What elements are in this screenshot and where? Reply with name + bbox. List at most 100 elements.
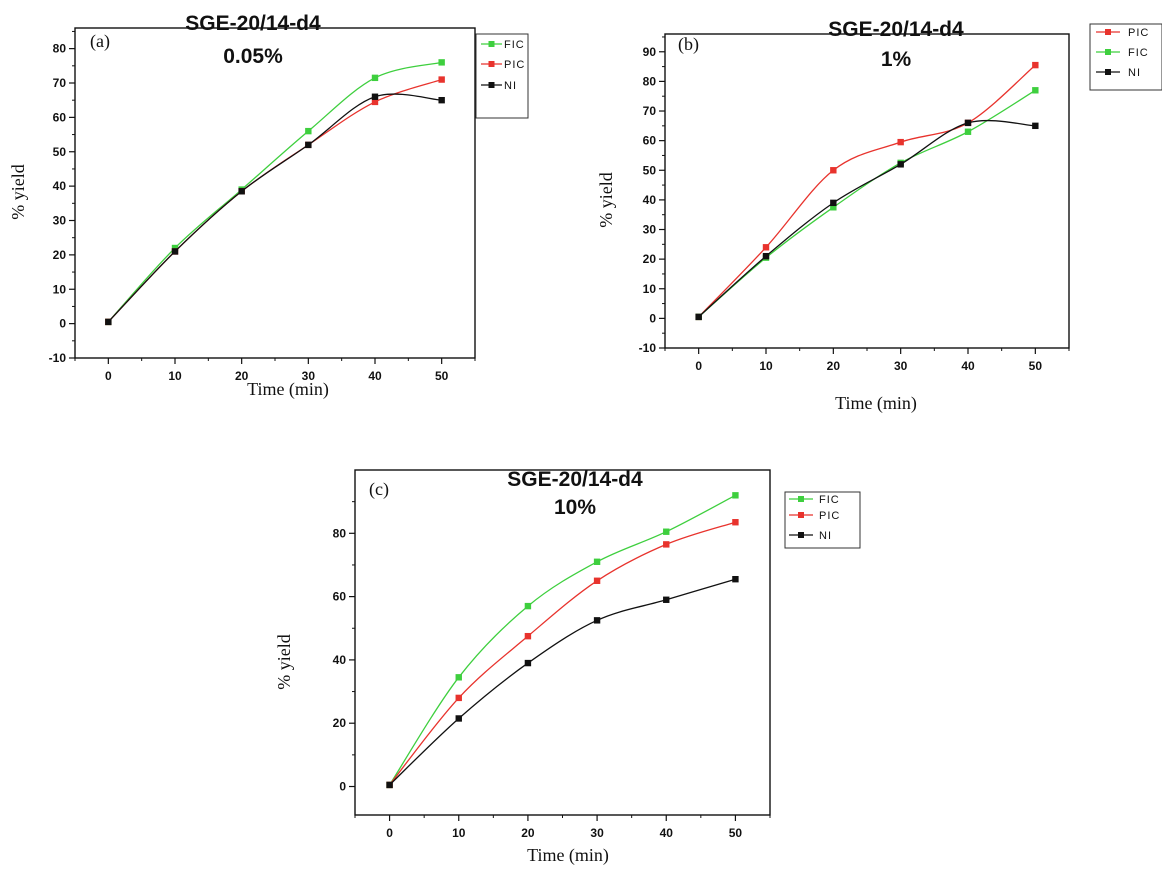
series-line-fic (107, 61, 442, 323)
data-point-ni (897, 161, 904, 168)
y-tick-label: 40 (643, 193, 657, 207)
x-tick-label: 50 (435, 369, 449, 383)
data-point-pic (438, 76, 445, 83)
y-tick-label: 30 (53, 214, 67, 228)
legend-swatch-marker (1105, 49, 1111, 55)
legend: FIC PIC NI (784, 491, 861, 549)
legend-swatch-marker (1105, 69, 1111, 75)
x-tick-label: 50 (729, 826, 743, 840)
series-line-pic (698, 64, 1036, 318)
data-point-fic (305, 127, 312, 135)
y-tick-label: 20 (333, 716, 347, 730)
legend-swatch-marker (798, 532, 804, 538)
data-point-ni (663, 596, 670, 603)
y-tick-label: 50 (53, 145, 67, 159)
y-tick-label: 20 (643, 252, 657, 266)
chart-panel-a: 0 10 20 30 40 50 -10 0 10 20 30 40 50 60 70 80 SGE-20/14… (8, 12, 529, 400)
legend-swatch-marker (798, 496, 804, 502)
data-point-ni (1032, 122, 1039, 130)
y-tick-label: 0 (339, 780, 346, 794)
data-point-pic (455, 694, 462, 702)
data-point-ni (386, 781, 393, 789)
data-point-fic (524, 602, 532, 610)
chart-subtitle: 10% (554, 496, 596, 519)
x-tick-label: 40 (961, 359, 975, 373)
y-tick-label: 70 (53, 76, 67, 90)
legend-swatch-marker (798, 512, 804, 518)
plot-frame (74, 27, 476, 359)
data-point-fic (593, 558, 601, 565)
y-tick-label: 80 (643, 74, 657, 88)
data-point-ni (171, 248, 179, 255)
data-point-fic (455, 674, 462, 681)
series-line-pic (389, 521, 736, 786)
legend: PIC FIC NI (1089, 23, 1162, 91)
legend-label: PIC (504, 59, 525, 71)
legend-label: PIC (819, 510, 840, 522)
legend-box (784, 491, 861, 549)
panel-label: (c) (369, 479, 389, 500)
x-tick-label: 10 (168, 369, 182, 383)
data-point-ni (438, 96, 445, 104)
y-tick-label: 60 (53, 110, 67, 124)
y-tick-label: -10 (49, 351, 67, 365)
data-point-ni (105, 318, 112, 326)
x-tick-label: 30 (302, 369, 316, 383)
x-tick-label: 40 (660, 826, 674, 840)
data-point-ni (964, 119, 972, 127)
data-point-pic (830, 167, 837, 174)
chart-title: SGE-20/14-d4 (507, 468, 643, 491)
x-tick-label: 0 (695, 359, 702, 373)
legend-box (1089, 23, 1162, 91)
chart-title: SGE-20/14-d4 (828, 18, 964, 41)
series-line-ni (389, 578, 736, 786)
y-tick-label: 0 (649, 311, 656, 325)
y-axis-label: % yield (596, 172, 616, 228)
data-point-fic (171, 244, 179, 252)
y-axis-label: % yield (8, 164, 28, 220)
chart-title: SGE-20/14-d4 (185, 12, 321, 35)
legend-swatch-marker (1105, 29, 1111, 35)
series-line-ni (698, 119, 1036, 318)
chart-subtitle: 0.05% (223, 45, 283, 68)
y-tick-label: 70 (643, 104, 657, 118)
plot-frame (354, 469, 771, 816)
x-axis-label: Time (min) (527, 845, 609, 866)
legend-label: NI (1128, 67, 1141, 79)
data-point-ni (593, 617, 601, 624)
chart-panel-b: 0 10 20 30 40 50 -10 0 10 20 30 40 50 60 70 80 90 SGE-20/… (596, 18, 1162, 414)
y-tick-label: 80 (53, 42, 67, 56)
data-point-fic (732, 492, 739, 499)
data-point-pic (732, 519, 739, 526)
y-tick-label: 40 (53, 179, 67, 193)
data-point-ni (695, 313, 702, 321)
data-point-ni (238, 188, 245, 195)
data-point-ni (371, 93, 379, 100)
x-tick-label: 0 (386, 826, 393, 840)
data-point-fic (371, 74, 379, 82)
legend-label: FIC (819, 494, 840, 506)
data-point-fic (1032, 87, 1039, 94)
legend-swatch-marker (488, 41, 495, 47)
data-point-ni (524, 659, 532, 667)
legend-swatch-marker (488, 61, 495, 67)
y-tick-label: 10 (53, 282, 67, 296)
x-tick-label: 30 (590, 826, 604, 840)
legend-label: NI (504, 80, 517, 92)
x-tick-label: 0 (105, 369, 112, 383)
y-tick-label: 10 (643, 282, 657, 296)
legend-label: PIC (1128, 27, 1149, 39)
x-tick-label: 20 (827, 359, 841, 373)
y-tick-label: 30 (643, 223, 657, 237)
y-axis-label: % yield (274, 634, 294, 690)
x-tick-label: 30 (894, 359, 908, 373)
chart-subtitle: 1% (881, 48, 912, 71)
legend: FIC PIC NI (475, 33, 529, 119)
y-tick-label: -10 (639, 341, 657, 355)
y-tick-label: 40 (333, 653, 347, 667)
series-line-pic (107, 78, 442, 323)
legend-label: FIC (1128, 47, 1149, 59)
data-point-fic (663, 528, 670, 535)
legend-swatch-marker (488, 82, 495, 88)
